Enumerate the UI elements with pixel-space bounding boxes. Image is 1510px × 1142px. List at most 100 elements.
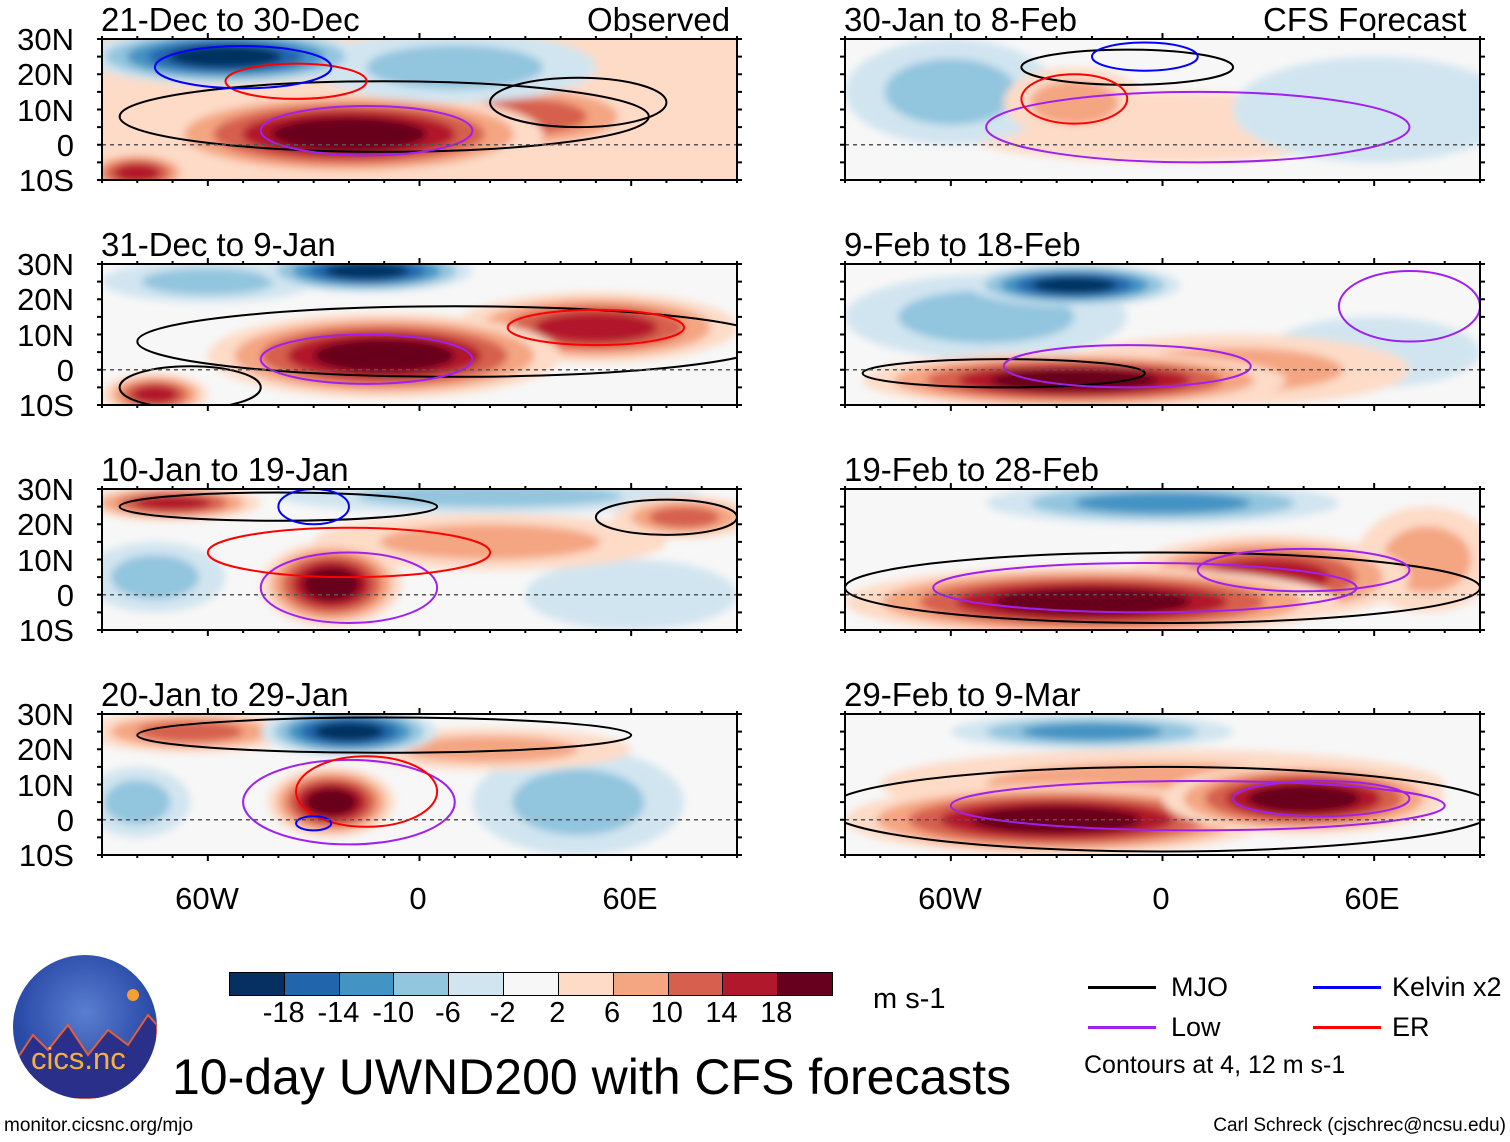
low-contour (1196, 547, 1411, 593)
low-contour (949, 779, 1446, 832)
low-contour (259, 333, 474, 385)
er-contour (295, 755, 439, 828)
wind-anomaly-shading (305, 788, 357, 817)
lat-label: 10N (17, 317, 74, 353)
colorbar-swatch (558, 973, 614, 995)
map-panel (840, 258, 1485, 411)
panel-title: 10-Jan to 19-Jan (101, 451, 349, 488)
lat-label: 10N (17, 542, 74, 578)
wind-anomaly-shading (133, 495, 212, 511)
map-panel (840, 708, 1485, 861)
map-panel (840, 33, 1485, 186)
lat-label: 20N (17, 282, 74, 318)
colorbar-swatch (284, 973, 340, 995)
wind-anomaly-shading (114, 163, 161, 180)
lat-label: 20N (17, 507, 74, 543)
colorbar-tick-label: 18 (760, 997, 793, 1029)
wind-anomaly-shading (324, 264, 409, 280)
map-panel (840, 483, 1485, 636)
lat-label: 20N (17, 57, 74, 93)
panel-title: 29-Feb to 9-Mar (844, 676, 1081, 713)
kelvin-contour (153, 45, 333, 90)
lat-label: 10S (18, 613, 74, 648)
er-contour (1020, 73, 1129, 125)
panel-title: 31-Dec to 9-Jan (101, 226, 336, 263)
colorbar-tick-label: -10 (372, 997, 415, 1029)
panel-title: 9-Feb to 18-Feb (844, 226, 1081, 263)
low-contour (1337, 270, 1480, 343)
lat-label: 30N (17, 247, 74, 282)
wind-anomaly-shading (1247, 784, 1361, 813)
panel-title: 30-Jan to 8-Feb (844, 1, 1077, 38)
map-panel (97, 483, 742, 636)
low-contour (259, 104, 474, 157)
map-panel (97, 708, 742, 861)
panel-title: 20-Jan to 29-Jan (101, 676, 349, 713)
wind-anomaly-shading (303, 567, 360, 602)
colorbar-swatch (668, 973, 724, 995)
er-contour (206, 526, 492, 579)
wind-anomaly-shading (169, 45, 282, 68)
colorbar (229, 972, 833, 996)
kelvin-contour (277, 489, 350, 526)
wind-anomaly-shading (366, 45, 543, 90)
colorbar-tick-label: -2 (489, 997, 516, 1029)
mjo-contour (136, 305, 737, 378)
mjo-contour (845, 765, 1480, 853)
lon-label-60e: 60E (1344, 881, 1400, 916)
low-contour (1232, 779, 1411, 818)
lat-label: 0 (56, 802, 74, 838)
lon-label-0: 0 (409, 881, 427, 916)
wind-anomaly-shading (989, 369, 1159, 392)
lon-label-60e: 60E (602, 881, 658, 916)
lat-label: 20N (17, 732, 74, 768)
monitor-url-link[interactable]: monitor.cicsnc.org/mjo (4, 1115, 194, 1136)
colorbar-swatch (339, 973, 395, 995)
low-contour (242, 758, 456, 846)
wind-anomaly-shading (1074, 492, 1251, 514)
lat-label: 0 (56, 127, 74, 163)
mjo-contour (861, 358, 1146, 389)
colorbar-tick-label: 6 (604, 997, 621, 1029)
lon-label-60w: 60W (175, 881, 239, 916)
wind-anomaly-shading (648, 506, 720, 528)
wind-anomaly-shading (313, 721, 385, 742)
mjo-contour (118, 491, 439, 522)
legend-line-mjo (1088, 986, 1156, 989)
colorbar-tick-label: 2 (549, 997, 566, 1029)
wind-anomaly-shading (401, 736, 579, 763)
lat-label: 30N (17, 472, 74, 507)
colorbar-swatch (394, 973, 450, 995)
legend-line-low (1088, 1026, 1156, 1029)
low-contour (1002, 344, 1252, 389)
author-credit: Carl Schreck (cjschrec@ncsu.edu) (1213, 1115, 1506, 1136)
wind-anomaly-shading (512, 769, 645, 836)
kelvin-contour (1090, 41, 1199, 72)
colorbar-tick-label: -6 (435, 997, 461, 1029)
colorbar-units: m s-1 (873, 983, 946, 1015)
wind-anomaly-shading (884, 58, 1017, 125)
logo-text: cics.nc (31, 1041, 126, 1076)
low-contour (985, 90, 1411, 164)
lon-label-60w: 60W (918, 881, 982, 916)
wind-anomaly-shading (1031, 276, 1117, 294)
wind-anomaly-shading (1021, 722, 1163, 741)
legend-label-low: Low (1171, 1012, 1221, 1042)
legend-label-er: ER (1392, 1012, 1430, 1042)
low-contour (259, 551, 439, 624)
wind-anomaly-shading (271, 117, 427, 152)
er-contour (506, 308, 686, 347)
observed-label: Observed (587, 1, 731, 38)
wind-anomaly-shading (1233, 56, 1480, 163)
figure-title: 10-day UWND200 with CFS forecasts (172, 1049, 1012, 1105)
wind-anomaly-shading (110, 555, 200, 600)
legend-label-mjo: MJO (1171, 972, 1228, 1002)
map-panel (97, 33, 742, 186)
colorbar-swatch (504, 973, 559, 995)
colorbar-tick-label: 10 (650, 997, 683, 1029)
lat-label: 10N (17, 92, 74, 128)
map-panel (97, 258, 742, 411)
lat-label: 30N (17, 697, 74, 732)
lat-label: 10S (18, 388, 74, 423)
lat-label: 0 (56, 352, 74, 388)
